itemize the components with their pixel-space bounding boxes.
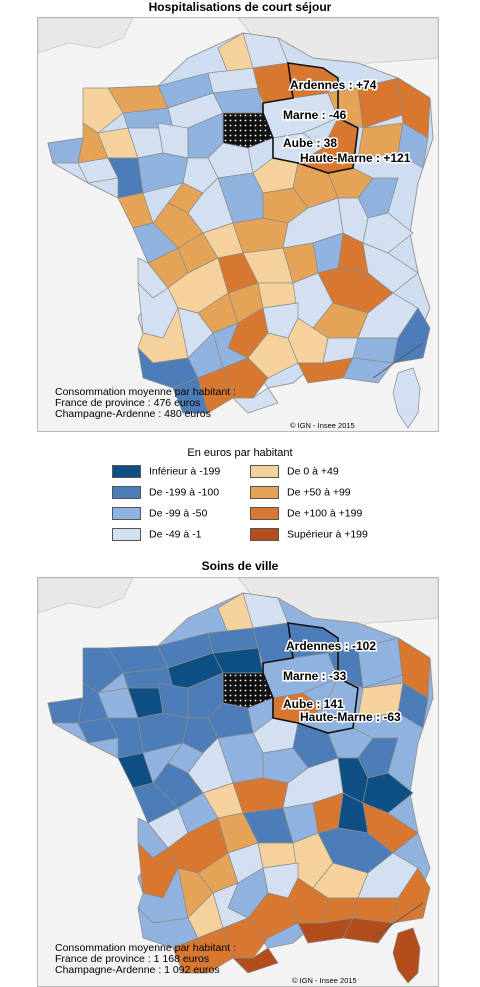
- legend-item-8: Supérieur à +199: [250, 528, 368, 541]
- map2-label-aube: Aube : 141: [283, 697, 344, 711]
- uk-land: [38, 18, 134, 54]
- map1-frame: Ardennes : +74 Marne : -46 Aube : 38 Hau…: [37, 17, 439, 432]
- dept-haute-savoie: [362, 772, 414, 814]
- legend-swatch: [250, 486, 279, 499]
- dept-pyr-or: [232, 387, 279, 414]
- dept-savoie: [362, 242, 419, 294]
- map2-frame: Ardennes : -102 Marne : -33 Aube : 141 H…: [37, 577, 439, 987]
- dept-manche: [82, 87, 124, 134]
- map1-note-line2: France de province : 476 euros: [55, 397, 201, 409]
- legend-label: De -99 à -50: [149, 507, 208, 520]
- map1-note-line1: Consommation moyenne par habitant :: [55, 386, 236, 398]
- map1-label-haute-marne: Haute-Marne : +121: [300, 151, 411, 165]
- legend-label: Inférieur à -199: [149, 465, 221, 478]
- legend-title: En euros par habitant: [187, 447, 293, 459]
- legend-label: De -199 à -100: [149, 486, 220, 499]
- legend-item-5: De 0 à +49: [250, 465, 339, 478]
- legend-swatch: [112, 528, 141, 541]
- map1-note-line3: Champagne-Ardenne : 480 euros: [55, 408, 211, 420]
- uk-land: [38, 578, 134, 614]
- corsica: [392, 367, 421, 429]
- dept-manche: [82, 647, 124, 694]
- dept-savoie: [362, 802, 419, 854]
- map2-note-line3: Champagne-Ardenne : 1 092 euros: [55, 964, 220, 976]
- legend-swatch: [250, 528, 279, 541]
- map1-title: Hospitalisations de court séjour: [148, 0, 332, 14]
- legend-item-3: De -99 à -50: [112, 507, 207, 520]
- legend-swatch: [112, 507, 141, 520]
- map2-svg: Ardennes : -102 Marne : -33 Aube : 141 H…: [38, 578, 438, 984]
- legend-label: De -49 à -1: [149, 528, 202, 541]
- legend-swatch: [250, 465, 279, 478]
- map1-label-marne: Marne : -46: [283, 108, 347, 122]
- legend-swatch: [112, 486, 141, 499]
- legend-item-1: Inférieur à -199: [112, 465, 220, 478]
- legend-swatch: [112, 465, 141, 478]
- legend-label: Supérieur à +199: [287, 528, 368, 541]
- dept-haute-savoie: [362, 212, 414, 254]
- dept-alpes-mar: [392, 307, 431, 364]
- dept-var: [342, 357, 394, 384]
- map2-label-marne: Marne : -33: [283, 669, 347, 683]
- legend-label: De +100 à +199: [287, 507, 363, 520]
- dept-haut-rhin: [397, 122, 429, 169]
- dept-allier: [232, 777, 289, 814]
- dept-aude: [222, 357, 269, 399]
- map2-note-line2: France de province : 1 168 euros: [55, 953, 210, 965]
- map2-label-ardennes: Ardennes : -102: [286, 639, 376, 653]
- map1-label-ardennes: Ardennes : +74: [290, 78, 377, 92]
- dept-aude: [222, 917, 269, 959]
- champagne-ardenne-outline: [262, 622, 359, 734]
- dept-var: [342, 917, 394, 944]
- map2-label-haute-marne: Haute-Marne : -63: [300, 710, 401, 724]
- dept-htes-pyr: [172, 937, 209, 974]
- map2-title: Soins de ville: [201, 559, 279, 573]
- legend-item-2: De -199 à -100: [112, 486, 219, 499]
- legend-swatch: [250, 507, 279, 520]
- legend-label: De 0 à +49: [287, 465, 339, 478]
- legend-item-6: De +50 à +99: [250, 486, 351, 499]
- dept-htes-pyr: [172, 377, 209, 414]
- legend-item-4: De -49 à -1: [112, 528, 202, 541]
- corsica: [392, 927, 421, 984]
- legend-label: De +50 à +99: [287, 486, 351, 499]
- map2-note: Consommation moyenne par habitant : Fran…: [55, 943, 236, 976]
- dept-alpes-mar: [392, 867, 431, 924]
- map1-label-aube: Aube : 38: [283, 136, 337, 150]
- map1-credit: © IGN - Insee 2015: [290, 421, 355, 430]
- map2-credit: © IGN - Insee 2015: [292, 976, 357, 985]
- map1-note: Consommation moyenne par habitant : Fran…: [55, 387, 236, 420]
- dept-pyr-or: [232, 947, 279, 974]
- champagne-ardenne-outline: [262, 62, 359, 174]
- dept-allier: [232, 217, 289, 254]
- map1-svg: Ardennes : +74 Marne : -46 Aube : 38 Hau…: [38, 18, 438, 431]
- dept-haut-rhin: [397, 682, 429, 729]
- legend-item-7: De +100 à +199: [250, 507, 362, 520]
- map2-note-line1: Consommation moyenne par habitant :: [55, 942, 236, 954]
